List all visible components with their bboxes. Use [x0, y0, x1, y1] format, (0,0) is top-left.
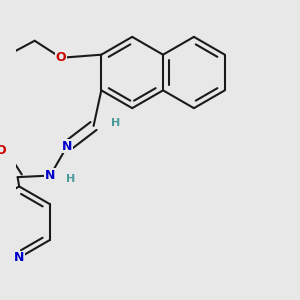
Text: O: O [0, 144, 6, 157]
Text: O: O [56, 51, 66, 64]
Text: N: N [62, 140, 72, 153]
Text: H: H [66, 174, 75, 184]
Text: N: N [14, 251, 24, 264]
Text: N: N [45, 169, 56, 182]
Text: H: H [111, 118, 120, 128]
